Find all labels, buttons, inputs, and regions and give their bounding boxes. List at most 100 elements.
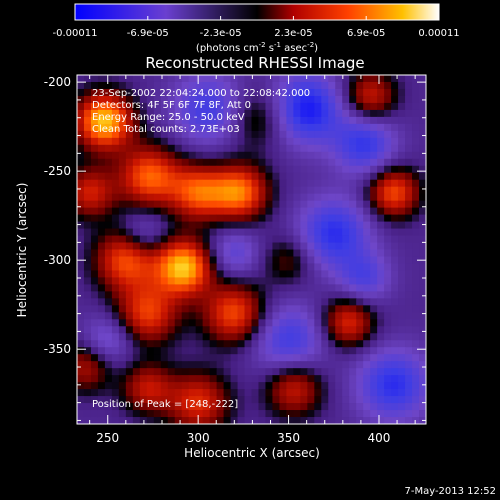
heatmap-cell — [146, 151, 155, 160]
heatmap-cell — [146, 95, 155, 104]
heatmap-cell — [412, 326, 420, 334]
heatmap-cell — [272, 319, 280, 327]
heatmap-cell — [272, 298, 280, 306]
heatmap-cell — [391, 242, 399, 250]
heatmap-cell — [412, 144, 420, 153]
heatmap-cell — [356, 116, 364, 125]
heatmap-cell — [139, 207, 148, 215]
heatmap-cell — [188, 333, 197, 341]
heatmap-cell — [391, 144, 399, 153]
heatmap-cell — [258, 151, 266, 160]
heatmap-cell — [132, 298, 141, 306]
heatmap-cell — [167, 221, 176, 229]
heatmap-cell — [181, 88, 190, 97]
heatmap-cell — [251, 305, 259, 313]
heatmap-cell — [412, 165, 420, 174]
heatmap-cell — [335, 221, 343, 229]
heatmap-cell — [202, 95, 211, 104]
heatmap-cell — [139, 333, 148, 341]
heatmap-cell — [230, 130, 238, 139]
heatmap-cell — [384, 298, 392, 306]
heatmap-cell — [146, 403, 155, 411]
heatmap-cell — [237, 417, 245, 425]
heatmap-cell — [97, 214, 106, 222]
heatmap-cell — [181, 165, 190, 174]
heatmap-cell — [307, 417, 315, 425]
heatmap-cell — [125, 333, 134, 341]
heatmap-cell — [223, 200, 231, 209]
heatmap-cell — [300, 270, 308, 278]
heatmap-cell — [216, 207, 224, 215]
heatmap-cell — [244, 249, 252, 257]
heatmap-cell — [384, 340, 392, 348]
heatmap-cell — [237, 193, 245, 202]
heatmap-cell — [405, 333, 413, 341]
heatmap-cell — [321, 109, 329, 118]
heatmap-cell — [363, 256, 371, 264]
heatmap-cell — [251, 263, 259, 271]
heatmap-cell — [363, 249, 371, 257]
heatmap-cell — [244, 102, 252, 111]
heatmap-cell — [237, 333, 245, 341]
heatmap-cell — [307, 361, 315, 369]
heatmap-cell — [237, 123, 245, 132]
heatmap-cell — [83, 347, 92, 355]
heatmap-cell — [349, 116, 357, 125]
heatmap-cell — [328, 75, 336, 83]
heatmap-cell — [111, 228, 120, 236]
heatmap-cell — [258, 319, 266, 327]
heatmap-cell — [160, 123, 169, 132]
heatmap-cell — [307, 235, 315, 243]
heatmap-cell — [265, 109, 273, 118]
heatmap-cell — [188, 235, 197, 243]
heatmap-cell — [314, 270, 322, 278]
heatmap-cell — [202, 249, 211, 257]
heatmap-cell — [405, 284, 413, 292]
heatmap-cell — [125, 270, 134, 278]
heatmap-cell — [272, 263, 280, 271]
heatmap-cell — [230, 144, 238, 153]
heatmap-cell — [272, 361, 280, 369]
heatmap-cell — [174, 102, 183, 111]
heatmap-cell — [286, 410, 294, 418]
heatmap-cell — [342, 235, 350, 243]
heatmap-cell — [83, 270, 92, 278]
heatmap-cell — [160, 172, 169, 181]
heatmap-cell — [132, 256, 141, 264]
heatmap-cell — [356, 75, 364, 83]
heatmap-cell — [363, 109, 371, 118]
heatmap-cell — [146, 354, 155, 362]
heatmap-cell — [391, 123, 399, 132]
heatmap-cell — [139, 305, 148, 313]
heatmap-cell — [293, 228, 301, 236]
colorbar-tick-label: -6.9e-05 — [127, 28, 169, 39]
heatmap-cell — [111, 165, 120, 174]
heatmap-cell — [328, 368, 336, 376]
heatmap-cell — [419, 165, 427, 174]
heatmap-cell — [398, 361, 406, 369]
heatmap-cell — [412, 75, 420, 83]
heatmap-cell — [272, 291, 280, 299]
heatmap-cell — [398, 305, 406, 313]
heatmap-cell — [77, 291, 85, 299]
heatmap-cell — [391, 200, 399, 209]
heatmap-cell — [83, 256, 92, 264]
heatmap-cell — [146, 214, 155, 222]
heatmap-cell — [104, 263, 113, 271]
heatmap-cell — [300, 382, 308, 390]
heatmap-cell — [272, 81, 280, 90]
heatmap-cell — [342, 382, 350, 390]
heatmap-cell — [153, 172, 162, 181]
heatmap-cell — [181, 200, 190, 209]
heatmap-cell — [321, 207, 329, 215]
heatmap-cell — [335, 340, 343, 348]
heatmap-cell — [265, 333, 273, 341]
heatmap-cell — [300, 368, 308, 376]
heatmap-cell — [188, 249, 197, 257]
heatmap-cell — [412, 200, 420, 209]
heatmap-cell — [132, 403, 141, 411]
heatmap-cell — [349, 277, 357, 285]
heatmap-cell — [265, 200, 273, 209]
heatmap-cell — [321, 158, 329, 167]
heatmap-cell — [111, 81, 120, 90]
